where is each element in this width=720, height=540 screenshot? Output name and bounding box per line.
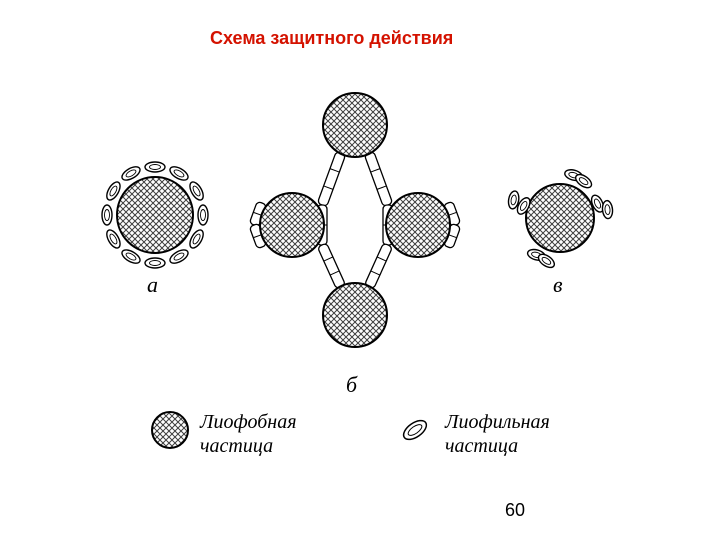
diagram-title: Схема защитного действия: [210, 28, 453, 49]
legend-lyophobic-line2: частица: [200, 435, 273, 457]
legend-lyophilic-label: Лиофильная частица: [445, 410, 550, 458]
panel-v-label: в: [553, 272, 563, 298]
legend-lyophobic-icon: [145, 405, 195, 455]
legend-lyophobic-line1: Лиофобная: [200, 411, 297, 433]
panel-a-label: а: [147, 272, 158, 298]
legend-lyophilic-icon: [390, 405, 440, 455]
page-number: 60: [505, 500, 525, 521]
legend-lyophobic-label: Лиофобная частица: [200, 410, 297, 458]
panel-a: [75, 135, 235, 295]
panel-b-label: б: [346, 372, 357, 398]
panel-b: [235, 80, 475, 380]
legend-lyophilic-line1: Лиофильная: [445, 411, 550, 433]
legend-lyophilic-line2: частица: [445, 435, 518, 457]
